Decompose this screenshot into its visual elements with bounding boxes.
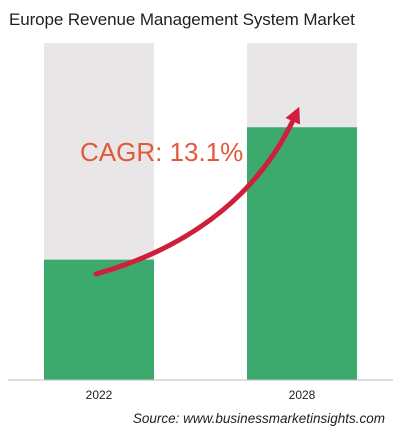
x-tick-label-2022: 2022 [86,388,113,402]
cagr-arrow [93,106,301,277]
bars-layer [44,43,357,380]
bar-2022 [44,259,154,380]
cagr-annotation: CAGR: 13.1% [80,137,243,167]
x-tick-label-2028: 2028 [289,388,316,402]
x-tick-labels: 2022 2028 [86,388,316,402]
chart-title: Europe Revenue Management System Market [9,10,355,29]
source-note: Source: www.businessmarketinsights.com [132,411,385,426]
